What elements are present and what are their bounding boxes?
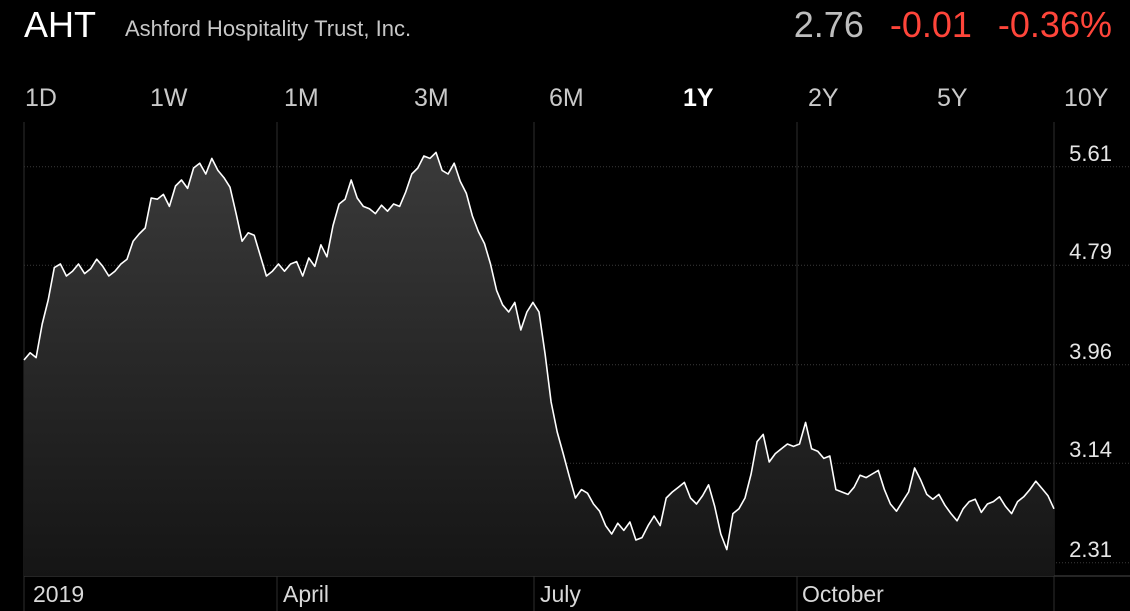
price-chart-svg: 5.61 4.79 3.96 3.14 2.31 2019 April July Octobe… (23, 122, 1130, 611)
range-tab-3m[interactable]: 3M (414, 84, 449, 112)
range-tab-10y[interactable]: 10Y (1064, 84, 1109, 112)
y-tick-label: 3.96 (1069, 339, 1112, 364)
ticker-symbol: AHT (24, 4, 96, 45)
price-chart[interactable]: 5.61 4.79 3.96 3.14 2.31 2019 April July Octobe… (0, 120, 1130, 611)
x-tick-label: July (540, 581, 581, 607)
y-axis-ticks: 5.61 4.79 3.96 3.14 2.31 (1069, 141, 1112, 562)
range-tab-2y[interactable]: 2Y (808, 84, 839, 112)
x-tick-label: October (802, 581, 884, 607)
y-tick-label: 5.61 (1069, 141, 1112, 166)
time-range-selector: 1D 1W 1M 3M 6M 1Y 2Y 5Y 10Y (0, 84, 1130, 120)
price-change-percent: -0.36% (997, 4, 1112, 45)
range-tab-1y[interactable]: 1Y (683, 84, 714, 112)
last-price: 2.76 (793, 4, 864, 45)
company-name: Ashford Hospitality Trust, Inc. (125, 16, 412, 41)
quote-summary: 2.76 -0.01 -0.36% (794, 4, 1112, 46)
price-change: -0.01 (889, 4, 972, 45)
x-tick-label: 2019 (33, 581, 84, 607)
price-series-line (23, 151, 1055, 551)
quote-header: AHT Ashford Hospitality Trust, Inc. 2.76… (0, 0, 1130, 56)
x-axis-ticks: 2019 April July October (33, 581, 884, 607)
y-tick-label: 4.79 (1069, 239, 1112, 264)
x-tick-label: April (283, 581, 329, 607)
range-tab-1w[interactable]: 1W (150, 84, 188, 112)
range-tab-1d[interactable]: 1D (25, 84, 57, 112)
price-area-fill (24, 152, 1054, 576)
y-tick-label: 2.31 (1069, 537, 1112, 562)
range-tab-1m[interactable]: 1M (284, 84, 319, 112)
y-tick-label: 3.14 (1069, 437, 1112, 462)
range-tab-6m[interactable]: 6M (549, 84, 584, 112)
range-tab-5y[interactable]: 5Y (937, 84, 968, 112)
